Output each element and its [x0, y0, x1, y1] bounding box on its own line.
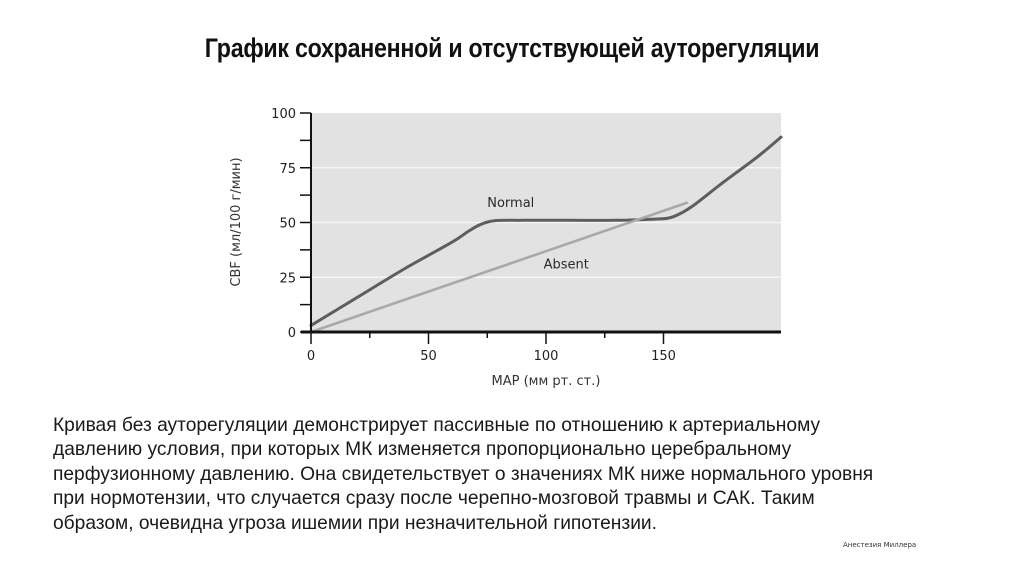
series-label-normal: Normal [487, 196, 534, 211]
y-axis-label: CBF (мл/100 г/мин) [229, 157, 244, 286]
y-tick-label: 50 [279, 217, 296, 232]
y-tick-label: 25 [279, 271, 296, 286]
x-tick-label: 100 [534, 349, 559, 364]
y-tick-label: 0 [288, 326, 296, 341]
description-line: при нормотензии, что случается сразу пос… [53, 488, 815, 510]
series-labels: Normal Absent [487, 196, 589, 272]
x-tick-label: 0 [307, 349, 315, 364]
description-text: Кривая без ауторегуляции демонстрирует п… [53, 414, 953, 536]
x-tick-label: 50 [420, 349, 437, 364]
description-line: перфузионному давлению. Она свидетельств… [53, 463, 874, 485]
y-axis: 0 25 50 75 100 [271, 107, 312, 341]
x-axis: 0 50 100 150 [301, 330, 781, 364]
y-tick-label: 100 [271, 107, 296, 122]
description-line: Кривая без ауторегуляции демонстрирует п… [53, 415, 821, 436]
source-citation: Анестезия Миллера [843, 541, 917, 549]
chart-canvas: Normal Absent 0 25 50 75 100 0 50 100 150 CBF (м… [229, 107, 783, 389]
description-line: давлению условия, при которых МК изменяе… [53, 439, 792, 461]
description-line: образом, очевидна угроза ишемии при незн… [53, 512, 657, 534]
series-line-absent [309, 201, 689, 334]
x-tick-label: 150 [651, 349, 676, 364]
autoregulation-chart: Normal Absent 0 25 50 75 100 0 50 100 150 CBF (м… [229, 107, 783, 389]
series-lines [309, 135, 783, 334]
series-label-absent: Absent [544, 257, 589, 272]
y-tick-label: 75 [279, 162, 296, 177]
series-line-normal [309, 135, 783, 327]
slide-title: График сохраненной и отсутствующей аутор… [204, 33, 820, 63]
x-axis-label: MAP (мм рт. ст.) [492, 374, 601, 389]
